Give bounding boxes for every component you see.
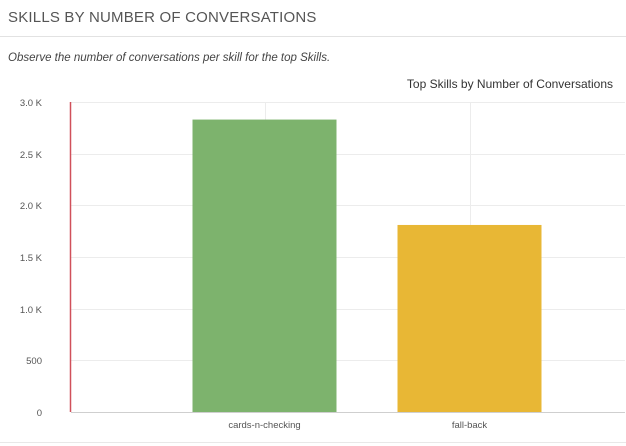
panel-subtitle: Observe the number of conversations per … bbox=[8, 52, 331, 64]
x-tick-label: fall-back bbox=[452, 420, 488, 431]
bar-fall-back[interactable] bbox=[397, 224, 542, 412]
y-axis: 0 500 1.0 K 1.5 K 2.0 K 2.5 K 3.0 K bbox=[20, 98, 72, 419]
y-tick-label: 3.0 K bbox=[20, 98, 43, 109]
y-tick-label: 2.5 K bbox=[20, 150, 43, 161]
x-tick-label: cards-n-checking bbox=[228, 420, 300, 431]
y-tick-label: 2.0 K bbox=[20, 201, 43, 212]
title-divider bbox=[0, 36, 626, 37]
bar-cards-n-checking[interactable] bbox=[192, 119, 337, 413]
grid-lines bbox=[71, 102, 625, 413]
y-tick-label: 500 bbox=[26, 356, 42, 367]
chart-title: Top Skills by Number of Conversations bbox=[407, 77, 613, 91]
y-tick-label: 1.0 K bbox=[20, 305, 43, 316]
y-tick-label: 0 bbox=[37, 408, 42, 419]
bottom-divider bbox=[0, 442, 626, 443]
panel-title: SKILLS BY NUMBER OF CONVERSATIONS bbox=[8, 9, 317, 26]
bars bbox=[192, 119, 542, 413]
x-axis: cards-n-checking fall-back bbox=[228, 420, 487, 431]
y-tick-label: 1.5 K bbox=[20, 253, 43, 264]
